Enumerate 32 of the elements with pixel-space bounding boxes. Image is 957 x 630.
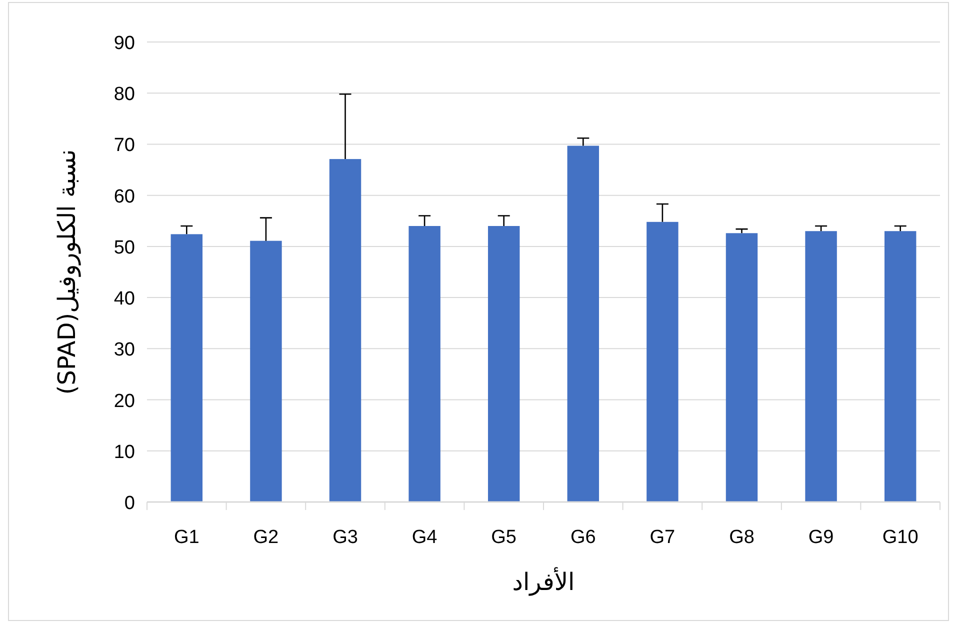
y-tick-label: 80	[114, 84, 135, 106]
x-tick-label: G8	[729, 527, 754, 548]
y-axis-title: نسبة الكلوروفيل(SPAD)	[53, 149, 81, 395]
x-tick-label: G1	[174, 527, 200, 548]
y-tick-label: 70	[114, 135, 135, 156]
y-tick-label: 60	[114, 186, 135, 208]
x-tick-label: G4	[412, 527, 438, 548]
bar	[488, 226, 520, 502]
y-tick-label: 30	[114, 340, 135, 361]
y-tick-label: 50	[114, 237, 135, 258]
x-tick-label: G2	[253, 527, 279, 548]
x-tick-label: G3	[332, 527, 358, 548]
x-axis-title: الأفراد	[512, 567, 575, 596]
bar	[250, 240, 282, 502]
bar	[726, 233, 758, 502]
x-tick-label: G6	[570, 527, 596, 548]
bar	[646, 222, 678, 502]
x-tick-label: G5	[491, 527, 517, 548]
bar	[170, 234, 203, 502]
y-tick-label: 0	[124, 493, 135, 514]
bar	[408, 226, 440, 502]
x-tick-label: G7	[650, 527, 676, 548]
y-tick-label: 20	[114, 390, 135, 412]
y-tick-label: 40	[114, 288, 135, 310]
x-tick-label: G10	[882, 527, 918, 548]
bar	[805, 231, 837, 502]
bar	[567, 146, 600, 502]
x-tick-label: G9	[808, 527, 834, 548]
bar	[329, 159, 362, 502]
bar	[884, 231, 916, 502]
y-tick-label: 10	[114, 442, 135, 463]
y-tick-label: 90	[114, 33, 135, 54]
